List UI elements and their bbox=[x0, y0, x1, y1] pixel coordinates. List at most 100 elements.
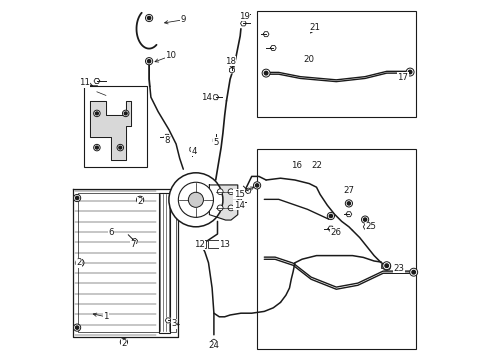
Polygon shape bbox=[245, 188, 250, 194]
Circle shape bbox=[346, 202, 350, 205]
Circle shape bbox=[94, 144, 100, 151]
Polygon shape bbox=[189, 147, 194, 152]
Circle shape bbox=[345, 200, 352, 207]
Bar bbox=[257, 149, 415, 349]
Polygon shape bbox=[237, 199, 242, 204]
Text: 14: 14 bbox=[201, 93, 212, 102]
Circle shape bbox=[382, 262, 390, 270]
Polygon shape bbox=[229, 67, 234, 73]
Bar bbox=[84, 86, 147, 167]
Circle shape bbox=[171, 321, 177, 327]
Circle shape bbox=[384, 264, 387, 267]
Circle shape bbox=[255, 184, 258, 187]
Text: 25: 25 bbox=[364, 222, 375, 231]
Text: 3: 3 bbox=[171, 320, 177, 328]
Polygon shape bbox=[132, 238, 137, 244]
Circle shape bbox=[73, 194, 81, 202]
Polygon shape bbox=[327, 226, 333, 231]
Circle shape bbox=[124, 112, 127, 115]
Circle shape bbox=[253, 182, 260, 189]
Circle shape bbox=[382, 262, 390, 270]
Circle shape bbox=[138, 198, 142, 202]
Circle shape bbox=[217, 205, 223, 211]
Polygon shape bbox=[211, 339, 216, 345]
Circle shape bbox=[406, 68, 413, 76]
Polygon shape bbox=[89, 101, 131, 160]
Circle shape bbox=[328, 214, 332, 217]
Circle shape bbox=[407, 70, 411, 74]
Polygon shape bbox=[209, 185, 237, 220]
Text: 16: 16 bbox=[291, 161, 302, 170]
Circle shape bbox=[76, 259, 84, 267]
Polygon shape bbox=[240, 12, 246, 17]
Text: 11: 11 bbox=[79, 78, 90, 87]
Circle shape bbox=[411, 270, 415, 274]
Circle shape bbox=[78, 261, 81, 265]
Text: 2: 2 bbox=[121, 339, 126, 348]
Polygon shape bbox=[240, 21, 246, 26]
Text: 24: 24 bbox=[208, 341, 219, 350]
Circle shape bbox=[178, 182, 213, 217]
Text: 15: 15 bbox=[233, 190, 244, 199]
Circle shape bbox=[122, 110, 129, 117]
Polygon shape bbox=[346, 212, 351, 217]
Circle shape bbox=[94, 110, 100, 117]
Polygon shape bbox=[165, 318, 171, 323]
Text: 17: 17 bbox=[397, 73, 407, 82]
Text: 18: 18 bbox=[224, 57, 235, 66]
Circle shape bbox=[211, 343, 216, 348]
Text: 27: 27 bbox=[343, 186, 354, 195]
Bar bbox=[208, 240, 222, 248]
Circle shape bbox=[361, 216, 368, 223]
Polygon shape bbox=[363, 224, 368, 229]
Circle shape bbox=[95, 112, 98, 115]
Circle shape bbox=[228, 205, 233, 211]
Bar bbox=[159, 193, 169, 333]
Circle shape bbox=[136, 196, 143, 203]
Circle shape bbox=[147, 16, 150, 19]
Circle shape bbox=[264, 71, 267, 75]
Circle shape bbox=[73, 324, 81, 331]
Circle shape bbox=[363, 218, 366, 221]
Circle shape bbox=[145, 14, 152, 22]
Circle shape bbox=[168, 173, 223, 227]
Text: 5: 5 bbox=[212, 138, 218, 147]
Circle shape bbox=[326, 212, 334, 220]
Circle shape bbox=[122, 341, 125, 343]
Circle shape bbox=[117, 144, 123, 151]
Circle shape bbox=[217, 189, 223, 194]
Bar bbox=[194, 240, 205, 248]
Bar bbox=[381, 264, 387, 268]
Bar bbox=[78, 193, 175, 332]
Polygon shape bbox=[263, 32, 268, 37]
Text: 12: 12 bbox=[194, 240, 204, 249]
Polygon shape bbox=[270, 45, 276, 50]
Circle shape bbox=[384, 265, 387, 268]
Circle shape bbox=[147, 59, 150, 63]
Text: 9: 9 bbox=[180, 15, 185, 24]
Text: 2: 2 bbox=[137, 197, 142, 206]
Circle shape bbox=[262, 69, 269, 77]
Text: 21: 21 bbox=[308, 22, 320, 31]
Text: 2: 2 bbox=[76, 258, 81, 267]
Polygon shape bbox=[213, 138, 218, 143]
Text: 4: 4 bbox=[191, 147, 197, 156]
Text: 1: 1 bbox=[103, 312, 108, 321]
Circle shape bbox=[120, 338, 127, 346]
Circle shape bbox=[95, 146, 98, 149]
Circle shape bbox=[75, 197, 79, 199]
Text: 7: 7 bbox=[130, 240, 135, 249]
Circle shape bbox=[145, 58, 152, 65]
Text: 23: 23 bbox=[393, 264, 404, 273]
Text: 10: 10 bbox=[165, 51, 176, 60]
Text: 26: 26 bbox=[330, 228, 341, 237]
Text: 19: 19 bbox=[239, 12, 249, 21]
Text: 20: 20 bbox=[303, 55, 314, 64]
Circle shape bbox=[119, 146, 122, 149]
Polygon shape bbox=[212, 95, 218, 100]
Text: 6: 6 bbox=[108, 228, 114, 237]
Text: 14: 14 bbox=[233, 201, 244, 210]
Bar bbox=[257, 11, 415, 117]
Text: 8: 8 bbox=[164, 136, 169, 145]
Circle shape bbox=[188, 192, 203, 207]
